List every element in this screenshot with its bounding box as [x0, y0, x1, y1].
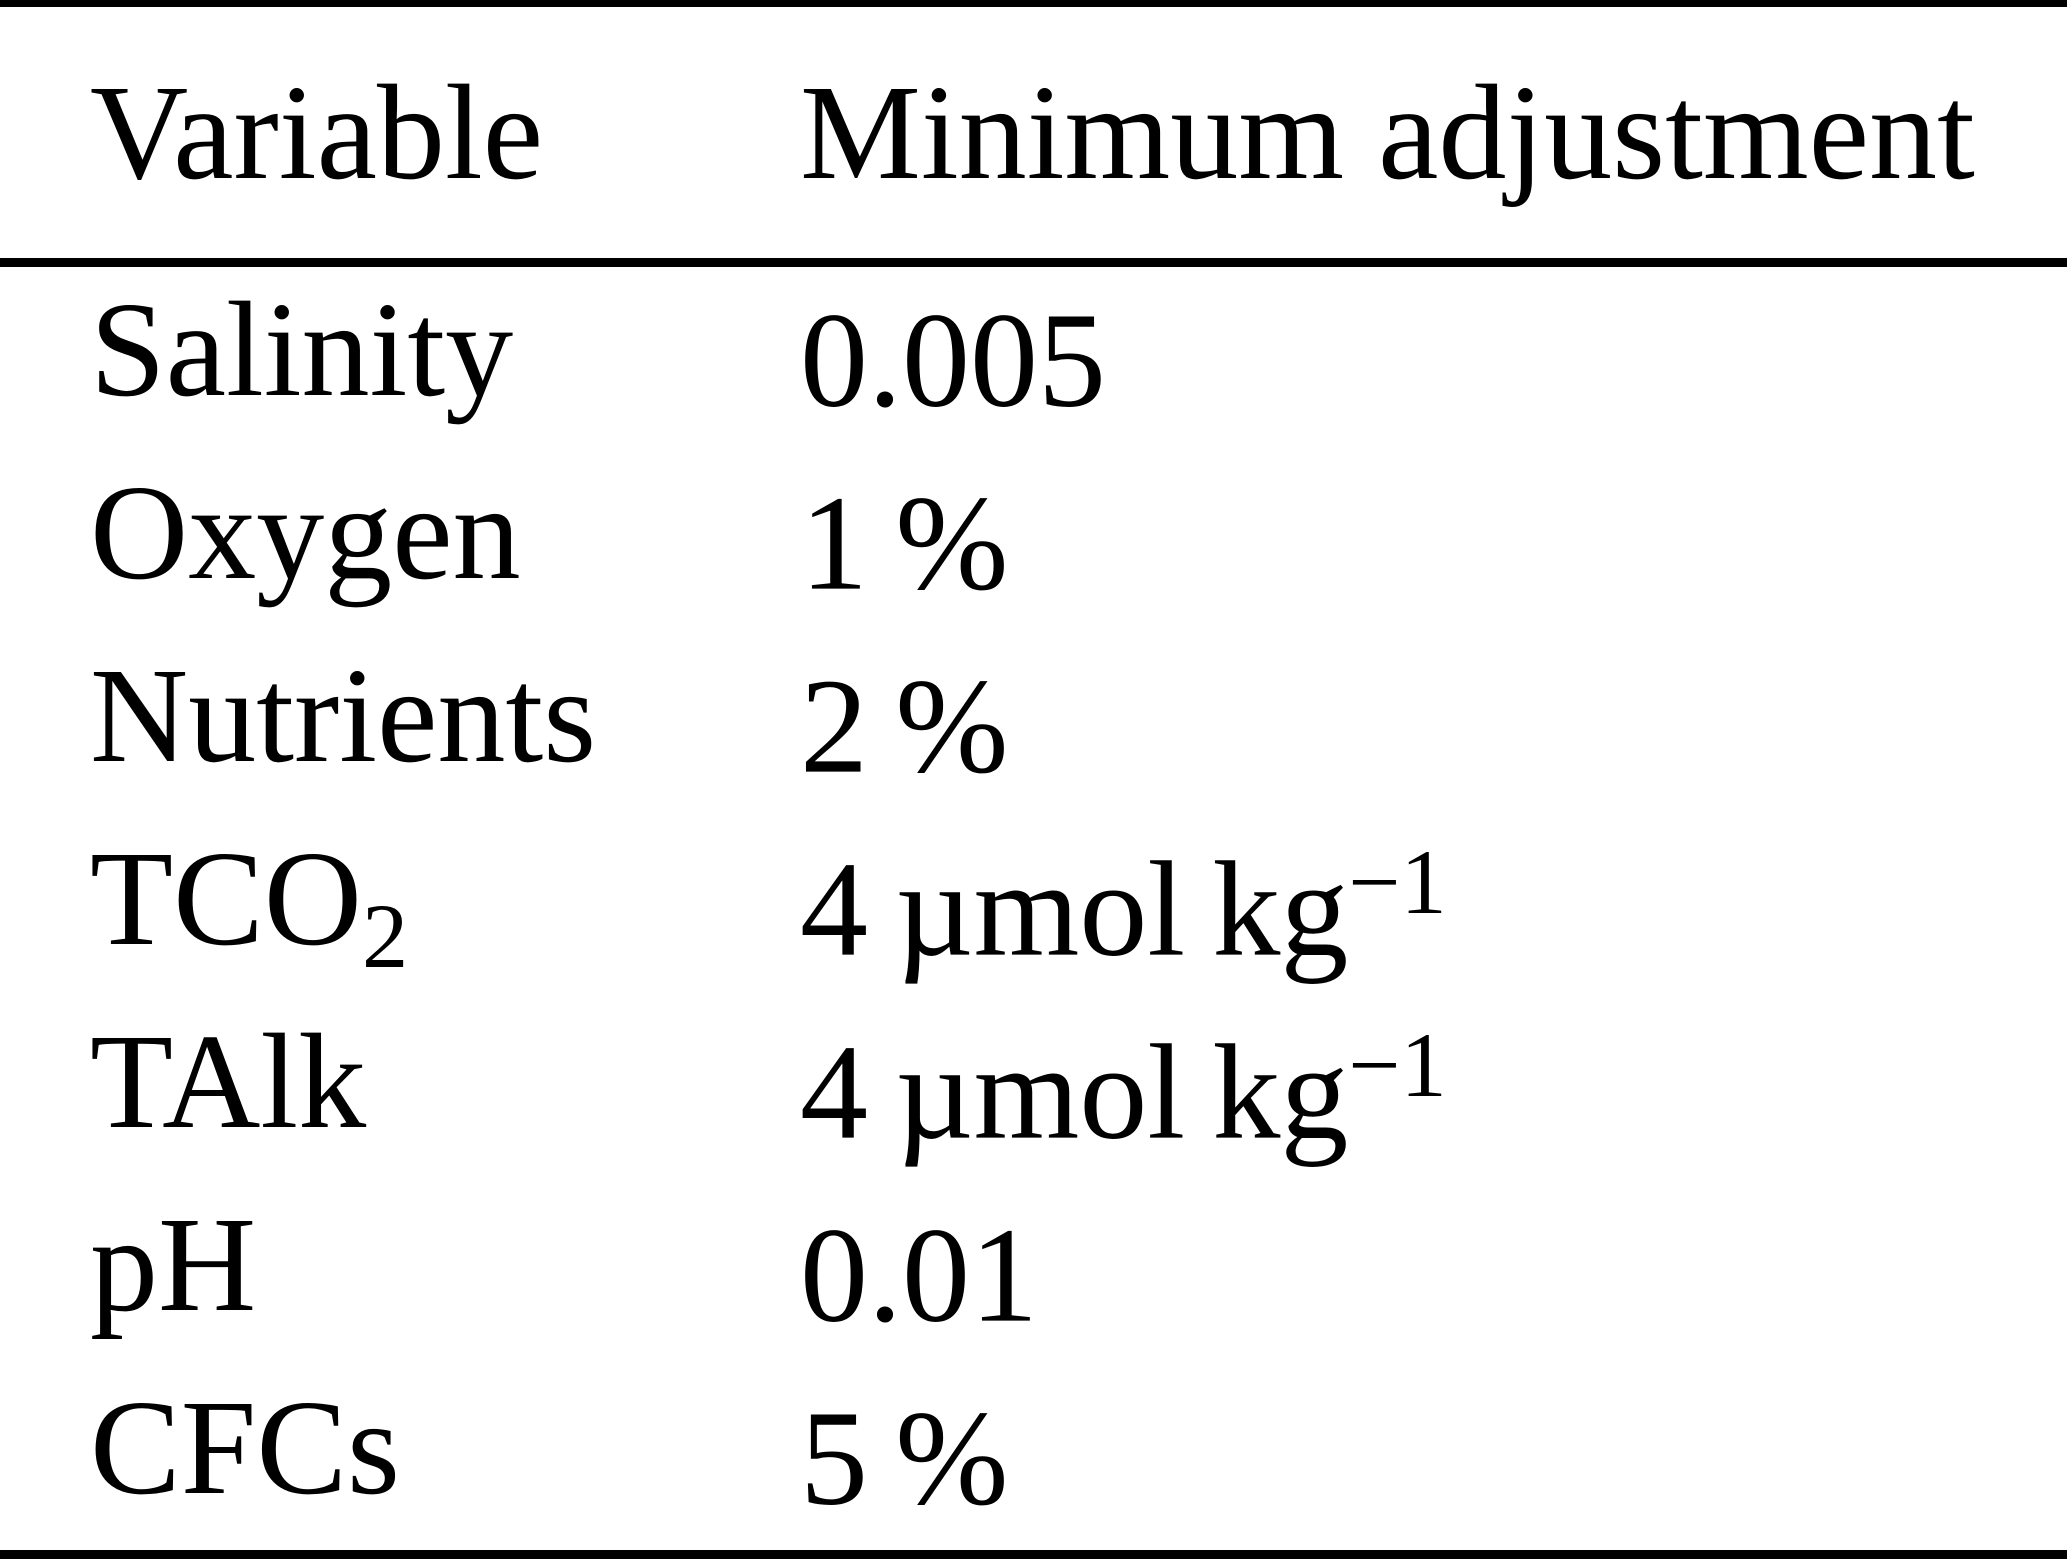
variable-cell: pH: [90, 1197, 800, 1350]
value-cell: 4 µmol kg−1: [800, 1020, 1447, 1161]
variable-cell: Oxygen: [90, 465, 800, 618]
value-cell: 1 %: [800, 471, 1009, 612]
value-text: 0.005: [800, 285, 1106, 436]
table-header-row: Variable Minimum adjustment: [0, 7, 2067, 258]
table-header-rule: [0, 258, 2067, 267]
variable-text: Salinity: [90, 275, 514, 426]
value-text: 1 %: [800, 468, 1009, 619]
value-text: 2 %: [800, 651, 1009, 802]
table-row: Oxygen 1 %: [0, 450, 2067, 633]
value-text: 4 µmol kg: [800, 1017, 1349, 1168]
variable-cell: Salinity: [90, 282, 800, 435]
variable-cell: TCO2: [90, 831, 800, 984]
value-text: 5 %: [800, 1383, 1009, 1534]
value-text: 0.01: [800, 1200, 1038, 1351]
table-row: TAlk 4 µmol kg−1: [0, 999, 2067, 1182]
variable-cell: Nutrients: [90, 648, 800, 801]
variable-text: Nutrients: [90, 641, 597, 792]
value-cell: 5 %: [800, 1386, 1009, 1527]
value-cell: 0.005: [800, 288, 1106, 429]
value-text: 4 µmol kg: [800, 834, 1349, 985]
variable-text: TCO: [90, 824, 362, 975]
table-row: Salinity 0.005: [0, 267, 2067, 450]
value-superscript: −1: [1348, 832, 1447, 935]
table-row: CFCs 5 %: [0, 1365, 2067, 1548]
table-bottom-rule: [0, 1550, 2067, 1559]
table-top-rule: [0, 0, 2067, 7]
variable-cell: CFCs: [90, 1380, 800, 1533]
table-row: TCO2 4 µmol kg−1: [0, 816, 2067, 999]
variable-cell: TAlk: [90, 1014, 800, 1167]
variable-text: Oxygen: [90, 458, 521, 609]
table-row: pH 0.01: [0, 1182, 2067, 1365]
value-cell: 0.01: [800, 1203, 1038, 1344]
value-cell: 4 µmol kg−1: [800, 837, 1447, 978]
variable-text: TAlk: [90, 1007, 367, 1158]
variable-text: pH: [90, 1190, 257, 1341]
column-header-variable: Variable: [90, 57, 544, 208]
value-cell: 2 %: [800, 654, 1009, 795]
variable-text: CFCs: [90, 1373, 400, 1524]
variable-subscript: 2: [362, 886, 409, 989]
value-superscript: −1: [1348, 1015, 1447, 1118]
table-body: Salinity 0.005 Oxygen 1 % Nutrients 2 % …: [0, 267, 2067, 1548]
table-row: Nutrients 2 %: [0, 633, 2067, 816]
column-header-minimum-adjustment: Minimum adjustment: [800, 57, 1975, 208]
